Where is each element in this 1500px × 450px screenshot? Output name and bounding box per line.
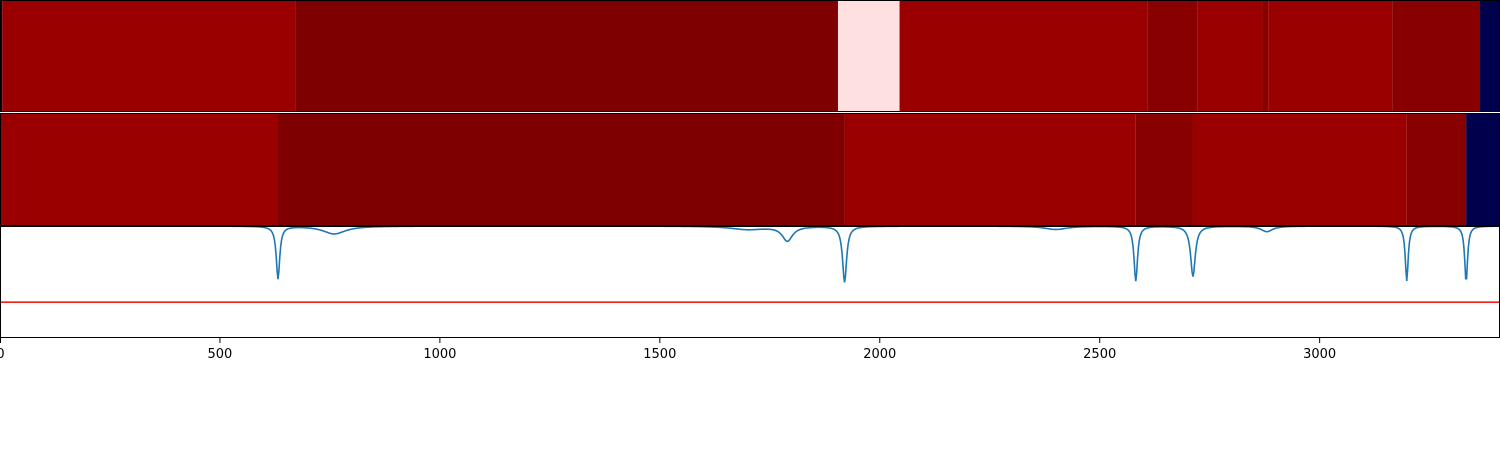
segment-top-1	[2, 0, 296, 112]
segment-top-2	[295, 0, 838, 112]
x-tick-label-500: 500	[208, 347, 233, 362]
segment-top-3	[837, 0, 900, 112]
segment-top-0	[0, 0, 3, 112]
x-axis: 0 500 1000 1500 2000 2500 3000	[0, 338, 1336, 362]
signal-plot-area	[0, 226, 1500, 338]
x-tick-label-1500: 1500	[643, 347, 676, 362]
signal-panel	[0, 226, 1500, 338]
x-tick-label-0: 0	[0, 347, 5, 362]
top-segmentation-panel	[0, 0, 1500, 112]
segment-top-7	[1262, 0, 1269, 112]
segment-top-8	[1268, 0, 1393, 112]
segment-mid-3	[1135, 113, 1193, 226]
x-tick-label-2000: 2000	[863, 347, 896, 362]
segment-mid-4	[1192, 113, 1407, 226]
segment-mid-0	[0, 113, 279, 226]
segment-top-5	[1147, 0, 1198, 112]
segment-top-4	[899, 0, 1148, 112]
middle-segmentation-panel	[0, 113, 1500, 226]
segment-top-6	[1197, 0, 1263, 112]
segment-mid-2	[844, 113, 1136, 226]
segment-mid-1	[278, 113, 845, 226]
segment-mid-6	[1466, 113, 1500, 226]
segment-mid-5	[1406, 113, 1467, 226]
segment-top-9	[1392, 0, 1480, 112]
x-tick-label-2500: 2500	[1083, 347, 1116, 362]
segment-top-10	[1479, 0, 1500, 112]
x-tick-label-3000: 3000	[1303, 347, 1336, 362]
x-tick-label-1000: 1000	[423, 347, 456, 362]
